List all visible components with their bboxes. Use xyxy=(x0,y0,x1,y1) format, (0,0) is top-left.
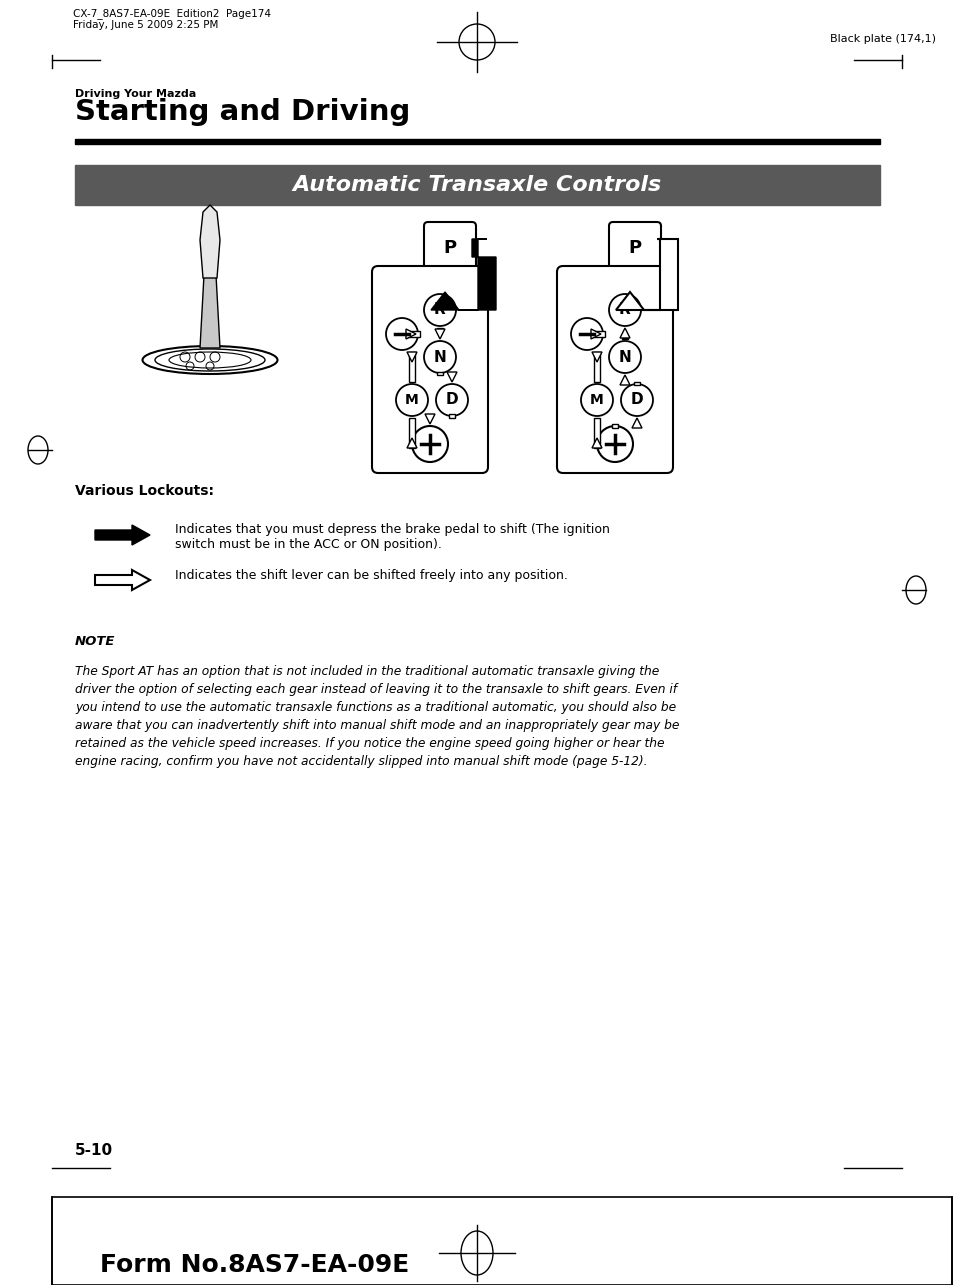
Circle shape xyxy=(423,294,456,326)
Circle shape xyxy=(571,317,602,350)
Circle shape xyxy=(608,341,640,373)
Bar xyxy=(406,332,419,337)
Circle shape xyxy=(386,317,417,350)
FancyBboxPatch shape xyxy=(372,266,488,473)
Text: NOTE: NOTE xyxy=(75,635,115,648)
Text: R: R xyxy=(618,302,630,317)
Circle shape xyxy=(395,384,428,416)
Text: 5-10: 5-10 xyxy=(75,1142,113,1158)
Text: The Sport AT has an option that is not included in the traditional automatic tra: The Sport AT has an option that is not i… xyxy=(75,666,679,768)
Text: Automatic Transaxle Controls: Automatic Transaxle Controls xyxy=(293,175,661,195)
Polygon shape xyxy=(95,526,150,545)
Polygon shape xyxy=(619,375,629,386)
Circle shape xyxy=(423,341,456,373)
Text: D: D xyxy=(445,392,457,407)
Polygon shape xyxy=(431,239,496,310)
Bar xyxy=(75,139,879,144)
Polygon shape xyxy=(200,275,220,348)
Bar xyxy=(52,1198,951,1285)
Text: Driving Your Mazda: Driving Your Mazda xyxy=(75,89,196,99)
Bar xyxy=(594,352,599,382)
Polygon shape xyxy=(435,329,444,339)
Text: N: N xyxy=(618,350,631,365)
FancyBboxPatch shape xyxy=(423,222,476,274)
Bar xyxy=(75,164,879,206)
Text: CX-7_8AS7-EA-09E  Edition2  Page174: CX-7_8AS7-EA-09E Edition2 Page174 xyxy=(73,8,271,19)
Bar xyxy=(590,332,604,337)
Polygon shape xyxy=(592,438,601,448)
Polygon shape xyxy=(406,329,416,339)
Polygon shape xyxy=(616,239,678,310)
Text: Indicates that you must depress the brake pedal to shift (The ignition
switch mu: Indicates that you must depress the brak… xyxy=(174,523,609,551)
Text: Black plate (174,1): Black plate (174,1) xyxy=(829,33,935,44)
Polygon shape xyxy=(631,418,641,428)
FancyBboxPatch shape xyxy=(557,266,672,473)
Bar xyxy=(449,414,455,418)
Polygon shape xyxy=(95,571,150,590)
Text: D: D xyxy=(630,392,642,407)
Text: Various Lockouts:: Various Lockouts: xyxy=(75,484,213,499)
Polygon shape xyxy=(619,328,629,338)
Polygon shape xyxy=(407,352,416,362)
Bar xyxy=(612,424,618,428)
Text: Starting and Driving: Starting and Driving xyxy=(75,98,410,126)
Text: M: M xyxy=(405,393,418,407)
Polygon shape xyxy=(590,329,600,339)
Bar xyxy=(594,418,599,448)
Bar xyxy=(634,382,639,386)
Polygon shape xyxy=(447,371,456,382)
Text: Indicates the shift lever can be shifted freely into any position.: Indicates the shift lever can be shifted… xyxy=(174,568,567,582)
Bar xyxy=(409,352,415,382)
Polygon shape xyxy=(424,414,435,424)
Text: Form No.8AS7-EA-09E: Form No.8AS7-EA-09E xyxy=(100,1253,409,1277)
Text: Friday, June 5 2009 2:25 PM: Friday, June 5 2009 2:25 PM xyxy=(73,21,218,30)
FancyBboxPatch shape xyxy=(608,222,660,274)
Bar xyxy=(436,371,442,375)
Circle shape xyxy=(597,427,633,463)
Circle shape xyxy=(620,384,652,416)
Circle shape xyxy=(580,384,613,416)
Text: P: P xyxy=(443,239,456,257)
Circle shape xyxy=(436,384,468,416)
Bar xyxy=(409,418,415,448)
Polygon shape xyxy=(407,438,416,448)
Text: N: N xyxy=(434,350,446,365)
Polygon shape xyxy=(200,206,220,278)
Text: R: R xyxy=(434,302,445,317)
Circle shape xyxy=(412,427,448,463)
Polygon shape xyxy=(592,352,601,362)
Circle shape xyxy=(608,294,640,326)
Text: M: M xyxy=(590,393,603,407)
Text: P: P xyxy=(628,239,640,257)
